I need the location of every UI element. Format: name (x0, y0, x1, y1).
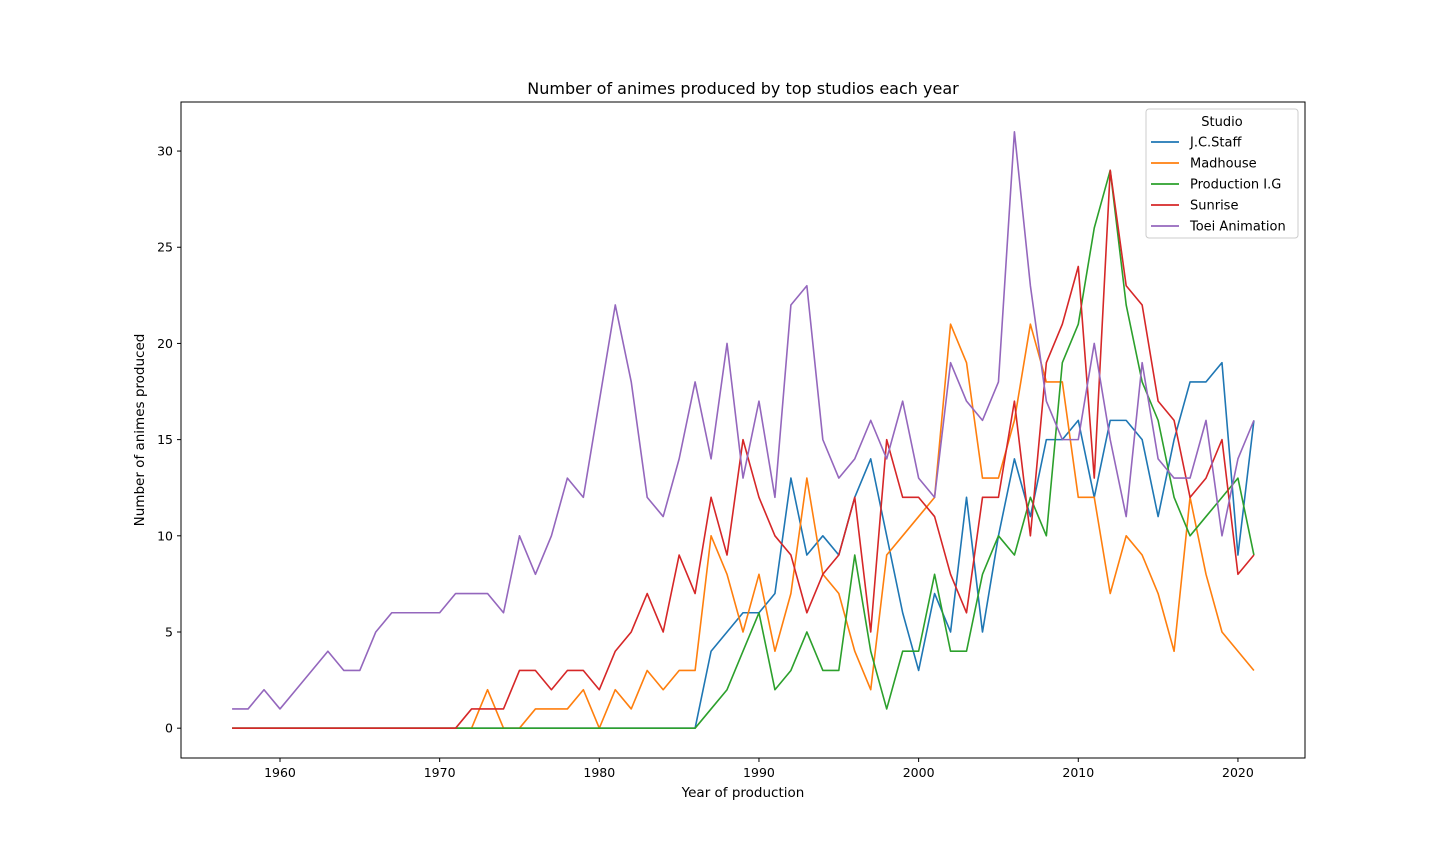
y-axis-ticks: 0 5 10 15 20 25 30 (157, 144, 181, 736)
x-tick-label: 2020 (1222, 765, 1254, 780)
y-axis-label: Number of animes produced (132, 334, 148, 527)
x-axis-ticks: 1960 1970 1980 1990 2000 2010 2020 (264, 758, 1254, 780)
x-axis-label: Year of production (681, 785, 805, 801)
x-tick-label: 2010 (1062, 765, 1094, 780)
legend-item: Madhouse (1151, 157, 1257, 172)
series-line-toei-animation (232, 131, 1255, 710)
x-tick-label: 1990 (743, 765, 775, 780)
x-tick-label: 1980 (583, 765, 615, 780)
x-tick-label: 1970 (424, 765, 456, 780)
chart-title: Number of animes produced by top studios… (527, 79, 959, 98)
legend-label: Toei Animation (1189, 220, 1286, 235)
y-tick-label: 30 (157, 144, 173, 159)
series-line-production-i-g (232, 169, 1255, 729)
legend-title: Studio (1201, 115, 1242, 130)
x-tick-label: 1960 (264, 765, 296, 780)
legend-label: Sunrise (1190, 199, 1238, 214)
legend-items: J.C.Staff Madhouse Production I.G Sunrise To… (1151, 136, 1286, 235)
y-tick-label: 15 (157, 432, 173, 447)
legend-item: Production I.G (1151, 178, 1281, 193)
legend-label: Production I.G (1190, 178, 1281, 193)
y-tick-label: 20 (157, 336, 173, 351)
y-tick-label: 0 (165, 721, 173, 736)
legend-label: J.C.Staff (1189, 136, 1242, 151)
y-tick-label: 25 (157, 240, 173, 255)
legend: Studio J.C.Staff Madhouse Production I.G Su… (1145, 108, 1299, 239)
y-tick-label: 5 (165, 624, 173, 639)
legend-label: Madhouse (1190, 157, 1257, 172)
legend-item: Sunrise (1151, 199, 1238, 214)
x-tick-label: 2000 (903, 765, 935, 780)
legend-item: Toei Animation (1151, 220, 1286, 235)
y-tick-label: 10 (157, 528, 173, 543)
legend-item: J.C.Staff (1151, 136, 1242, 151)
legend-box (1145, 108, 1299, 239)
series-line-sunrise (232, 169, 1255, 729)
series-line-j-c-staff (232, 361, 1255, 729)
plot-frame (180, 101, 1306, 759)
series-lines (232, 131, 1255, 729)
